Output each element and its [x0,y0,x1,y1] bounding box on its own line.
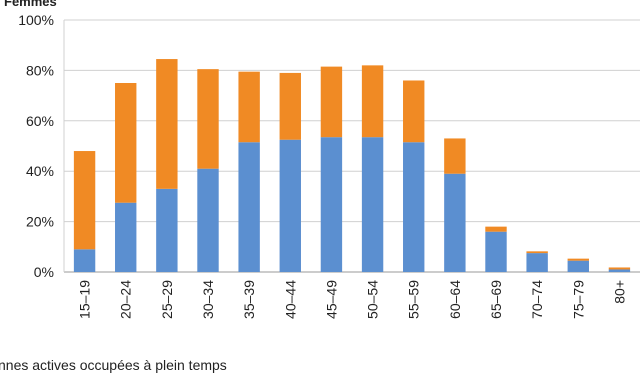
bar-series-2-75–79 [567,258,589,261]
bar-series-1-60–64 [444,173,466,272]
y-tick-label: 20% [26,214,54,230]
x-tick-label: 70–74 [529,280,545,319]
bar-series-1-70–74 [526,253,548,272]
bar-series-1-55–59 [403,142,425,272]
bar-series-2-50–54 [361,65,384,138]
bar-series-1-20–24 [115,202,137,272]
plot-area [64,20,640,272]
x-tick-label: 75–79 [570,280,586,319]
bar-series-1-15–19 [73,249,96,272]
x-tick-label: 40–44 [282,280,298,319]
x-tick-label: 55–59 [406,280,422,319]
bar-series-1-65–69 [485,231,507,272]
y-tick-label: 80% [26,62,54,78]
x-tick-label: 25–29 [159,280,175,319]
bar-series-2-40–44 [279,72,301,140]
bar-series-1-35–39 [238,142,260,272]
bar-series-1-80+ [608,269,631,272]
x-tick-label: 35–39 [241,280,257,319]
x-tick-label: 20–24 [118,280,134,319]
x-tick-label: 65–69 [488,280,504,319]
bar-series-2-25–29 [156,59,178,189]
bar-series-2-60–64 [444,138,466,174]
x-tick-label: 80+ [611,280,627,304]
y-tick-labels: 0% 20% 40% 60% 80% 100% [18,12,54,280]
x-tick-label: 45–49 [323,280,339,319]
bar-series-2-80+ [608,267,631,270]
bar-series-2-45–49 [320,66,343,138]
y-tick-label: 40% [26,163,54,179]
bar-series-1-25–29 [156,188,178,272]
x-tick-label: 60–64 [447,280,463,319]
bar-series-2-70–74 [526,251,548,254]
bar-series-1-50–54 [361,137,384,272]
bar-series-2-65–69 [485,226,507,232]
bars [73,59,631,272]
bar-series-2-30–34 [197,69,219,169]
y-tick-label: 100% [18,12,54,28]
chart-title: Femmes [4,0,57,9]
y-tick-label: 60% [26,113,54,129]
legend-series-1: nnes actives occupées à plein temps [0,357,227,373]
bar-series-2-15–19 [73,151,96,250]
bar-series-1-45–49 [320,137,343,272]
bar-series-2-35–39 [238,71,260,143]
bar-series-2-20–24 [115,83,137,203]
bar-series-1-40–44 [279,139,301,272]
x-tick-label: 15–19 [77,280,93,319]
x-tick-label: 30–34 [200,280,216,319]
x-tick-labels: 15–19 20–24 25–29 30–34 35–39 40–44 45–49 50–54… [77,280,628,319]
y-tick-label: 0% [34,264,54,280]
bar-series-2-55–59 [403,80,425,143]
bar-series-1-75–79 [567,260,589,272]
bar-series-1-30–34 [197,168,219,272]
x-tick-label: 50–54 [365,280,381,319]
